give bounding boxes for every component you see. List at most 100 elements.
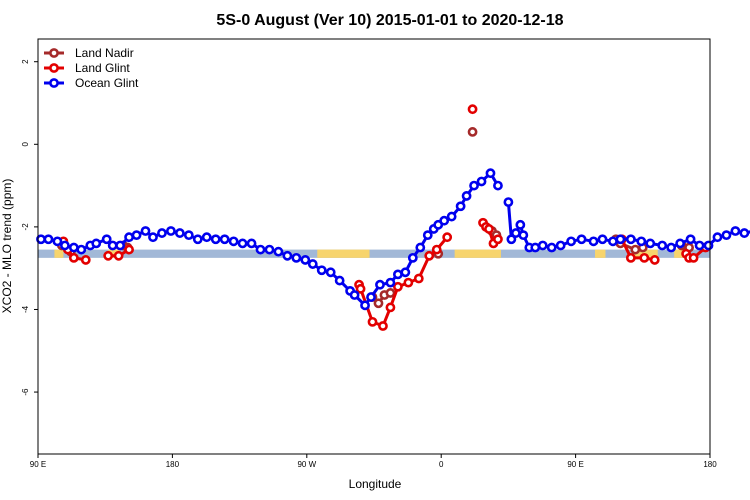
legend-marker-land-glint (49, 63, 59, 73)
land-glint-point (639, 252, 650, 263)
ocean-glint-point (201, 232, 212, 243)
ocean-glint-point (506, 234, 517, 245)
ocean-glint-point (657, 240, 668, 251)
ocean-glint-point (68, 242, 79, 253)
land-nadir-point (630, 244, 641, 255)
land-nadir-point (373, 298, 384, 309)
ocean-glint-point (503, 197, 514, 208)
y-axis-label: XCO2 - MLO trend (ppm) (0, 179, 14, 314)
y-tick-label: -4 (21, 305, 30, 313)
land-nadir-point (385, 288, 396, 298)
plot-frame (37, 38, 711, 455)
ocean-glint-point (566, 236, 577, 247)
ocean-glint-point (455, 201, 466, 212)
ocean-glint-point (530, 242, 541, 253)
ocean-glint-point (291, 252, 302, 263)
ocean-glint-point (228, 236, 239, 247)
ocean-glint-point (721, 230, 732, 241)
ocean-glint-point (157, 228, 167, 238)
land-glint-point (493, 234, 503, 245)
land-glint-point (392, 281, 403, 292)
ocean-glint-point (375, 279, 385, 290)
x-tick-label: 90 W (297, 460, 316, 469)
ocean-glint-point (446, 211, 457, 222)
ocean-glint-point (597, 234, 608, 245)
ocean-glint-point (148, 232, 158, 243)
land-glint-point (367, 316, 378, 327)
surface-band (38, 249, 710, 258)
ocean-glint-point (140, 226, 151, 236)
ocean-glint-point (76, 244, 87, 255)
ocean-glint-point (166, 226, 176, 236)
ocean-glint-point (52, 236, 63, 247)
series-layer (36, 104, 750, 331)
band-land-segment (54, 249, 64, 258)
ocean-glint-point (476, 176, 487, 187)
ocean-glint-point (518, 230, 529, 241)
ocean-glint-point (282, 250, 293, 261)
ocean-glint-point (392, 269, 403, 280)
x-tick-label: 90 E (567, 460, 583, 469)
ocean-glint-point (469, 180, 479, 191)
band-land-segment (454, 249, 501, 258)
band-land-segment (595, 249, 606, 258)
ocean-glint-point (219, 234, 230, 245)
band-land-segment (674, 249, 688, 258)
ocean-glint-point (493, 180, 503, 191)
land-glint-point (113, 250, 124, 261)
ocean-glint-point (439, 215, 450, 226)
land-glint-point (424, 250, 435, 261)
ocean-glint-point (537, 240, 548, 251)
x-tick-label: 180 (703, 460, 717, 469)
ocean-glint-point (730, 226, 741, 236)
legend-label-ocean-glint: Ocean Glint (75, 76, 139, 90)
ocean-glint-point (124, 232, 134, 243)
ocean-glint-point (615, 234, 626, 245)
ocean-glint-point (645, 238, 656, 249)
ocean-glint-point (685, 234, 696, 245)
ocean-glint-point (675, 238, 686, 249)
x-tick-label: 90 E (30, 460, 46, 469)
legend-label-land-nadir: Land Nadir (75, 46, 134, 60)
series-land-nadir (56, 127, 694, 309)
ocean-glint-point (555, 240, 566, 251)
land-glint-point (484, 224, 494, 234)
ocean-glint-point (316, 265, 327, 276)
land-glint-point (413, 273, 424, 284)
land-glint-point (625, 252, 636, 263)
x-tick-label: 180 (166, 460, 180, 469)
ocean-glint-point (246, 238, 257, 249)
land-glint-point (378, 321, 388, 331)
ocean-glint-point (264, 244, 275, 255)
ocean-glint-point (101, 234, 112, 245)
y-axis: 2 0 -2 -4 -6 (21, 59, 38, 396)
y-tick-label: -6 (21, 388, 30, 396)
legend-marker-land-nadir (49, 48, 59, 58)
ocean-glint-point (107, 240, 118, 251)
land-glint-point (403, 277, 414, 288)
land-glint-point (355, 283, 366, 294)
band-ocean (38, 249, 710, 258)
ocean-glint-point (485, 168, 496, 179)
land-glint-point (68, 252, 79, 263)
land-glint-point (385, 302, 396, 313)
land-glint-point (80, 255, 91, 265)
ocean-glint-point (192, 234, 203, 245)
ocean-glint-point (360, 300, 370, 311)
land-nadir-point (467, 127, 478, 137)
land-glint-line (620, 238, 655, 262)
chart-title: 5S-0 August (Ver 10) 2015-01-01 to 2020-… (216, 12, 563, 29)
ocean-glint-point (510, 228, 521, 238)
ocean-glint-point (307, 259, 318, 269)
ocean-glint-point (325, 267, 336, 278)
ocean-glint-point (237, 238, 248, 249)
ocean-glint-point (349, 290, 360, 300)
land-glint-point (649, 255, 660, 265)
series-ocean-glint (36, 168, 750, 311)
ocean-glint-point (334, 275, 345, 286)
ocean-glint-point (636, 236, 647, 247)
ocean-glint-point (255, 244, 266, 255)
ocean-glint-point (407, 252, 418, 263)
land-glint-point (442, 232, 453, 243)
